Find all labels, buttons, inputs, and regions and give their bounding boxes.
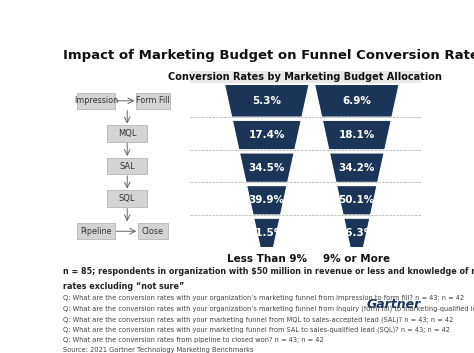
FancyBboxPatch shape (77, 223, 115, 239)
Polygon shape (232, 120, 301, 150)
Text: 51.5%: 51.5% (249, 228, 285, 238)
Polygon shape (337, 186, 377, 215)
Text: SQL: SQL (119, 194, 136, 203)
Text: Q: What are the conversion rates with your marketing funnel from MQL to sales-ac: Q: What are the conversion rates with yo… (63, 316, 453, 323)
Polygon shape (225, 84, 309, 117)
Text: 34.5%: 34.5% (249, 163, 285, 173)
Polygon shape (329, 153, 384, 183)
Text: 34.2%: 34.2% (338, 163, 375, 173)
Text: Q: What are the conversion rates with your organization’s marketing funnel from : Q: What are the conversion rates with yo… (63, 295, 464, 301)
Text: Q: What are the conversion rates with your organization’s marketing funnel from : Q: What are the conversion rates with yo… (63, 306, 474, 312)
Polygon shape (315, 84, 399, 117)
Text: 5.3%: 5.3% (252, 96, 281, 106)
Text: 17.4%: 17.4% (248, 130, 285, 140)
Text: 6.9%: 6.9% (342, 96, 371, 106)
Text: 9% or More: 9% or More (323, 255, 391, 264)
Text: Gartner: Gartner (367, 298, 421, 311)
Text: 18.1%: 18.1% (339, 130, 375, 140)
Text: n = 85; respondents in organization with $50 million in revenue or less and know: n = 85; respondents in organization with… (63, 267, 474, 276)
Text: Pipeline: Pipeline (80, 227, 112, 236)
Text: MQL: MQL (118, 129, 137, 138)
FancyBboxPatch shape (137, 223, 168, 239)
Text: Q: What are the conversion rates with your marketing funnel from SAL to sales-qu: Q: What are the conversion rates with yo… (63, 327, 450, 333)
Polygon shape (246, 186, 287, 215)
FancyBboxPatch shape (108, 158, 147, 174)
Polygon shape (322, 120, 391, 150)
FancyBboxPatch shape (108, 125, 147, 142)
FancyBboxPatch shape (108, 191, 147, 207)
FancyBboxPatch shape (190, 71, 421, 83)
Text: Form Fill: Form Fill (136, 96, 170, 105)
Text: Q: What are the conversion rates from pipeline to closed won? n = 43; n = 42: Q: What are the conversion rates from pi… (63, 337, 324, 343)
Text: 50.1%: 50.1% (339, 195, 375, 205)
Text: Less Than 9%: Less Than 9% (227, 255, 307, 264)
Text: SAL: SAL (119, 162, 135, 170)
Polygon shape (254, 218, 280, 247)
Polygon shape (239, 153, 294, 183)
Text: Impression: Impression (74, 96, 118, 105)
Text: Conversion Rates by Marketing Budget Allocation: Conversion Rates by Marketing Budget All… (168, 72, 442, 82)
FancyBboxPatch shape (136, 92, 170, 109)
Text: Impact of Marketing Budget on Funnel Conversion Rates: Impact of Marketing Budget on Funnel Con… (63, 49, 474, 62)
Text: Source: 2021 Gartner Technology Marketing Benchmarks: Source: 2021 Gartner Technology Marketin… (63, 347, 254, 353)
Text: rates excluding “not sure”: rates excluding “not sure” (63, 282, 184, 291)
Text: Close: Close (142, 227, 164, 236)
Polygon shape (344, 218, 370, 247)
Text: 39.9%: 39.9% (249, 195, 285, 205)
Text: 56.3%: 56.3% (339, 228, 375, 238)
FancyBboxPatch shape (77, 92, 115, 109)
